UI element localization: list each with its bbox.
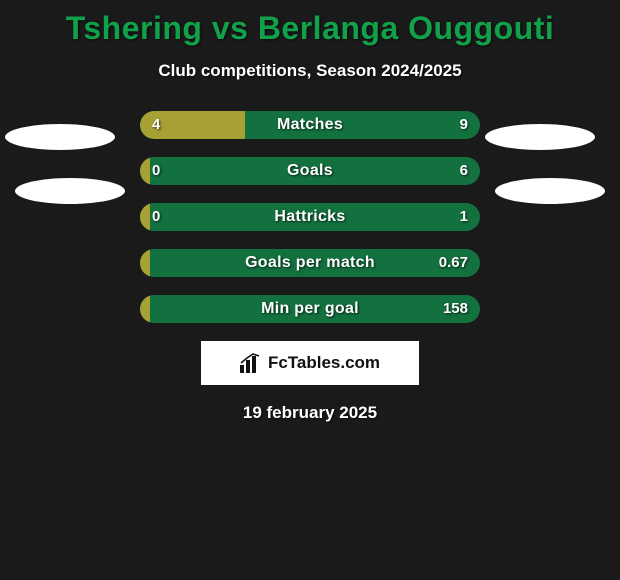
- stat-right-value: 9: [460, 111, 468, 139]
- stat-label: Hattricks: [140, 203, 480, 231]
- footer-date: 19 february 2025: [0, 403, 620, 423]
- bar-chart-icon: [240, 353, 262, 373]
- stat-right-value: 1: [460, 203, 468, 231]
- stat-label: Goals: [140, 157, 480, 185]
- stat-bar-goals-per-match: Goals per match 0.67: [140, 249, 480, 277]
- stat-label: Min per goal: [140, 295, 480, 323]
- stat-right-value: 6: [460, 157, 468, 185]
- stat-bars: 4 Matches 9 0 Goals 6 0 Hattricks 1 Goal…: [140, 111, 480, 323]
- subtitle: Club competitions, Season 2024/2025: [0, 61, 620, 81]
- stat-label: Goals per match: [140, 249, 480, 277]
- player-left-marker-2: [15, 178, 125, 204]
- brand-text: FcTables.com: [268, 353, 380, 373]
- page-title: Tshering vs Berlanga Ouggouti: [0, 0, 620, 47]
- player-right-marker-2: [495, 178, 605, 204]
- stat-bar-min-per-goal: Min per goal 158: [140, 295, 480, 323]
- stat-label: Matches: [140, 111, 480, 139]
- stat-bar-matches: 4 Matches 9: [140, 111, 480, 139]
- stat-right-value: 158: [443, 295, 468, 323]
- comparison-infographic: Tshering vs Berlanga Ouggouti Club compe…: [0, 0, 620, 580]
- brand-box: FcTables.com: [201, 341, 419, 385]
- player-right-marker-1: [485, 124, 595, 150]
- player-left-marker-1: [5, 124, 115, 150]
- stat-bar-hattricks: 0 Hattricks 1: [140, 203, 480, 231]
- stat-right-value: 0.67: [439, 249, 468, 277]
- stat-bar-goals: 0 Goals 6: [140, 157, 480, 185]
